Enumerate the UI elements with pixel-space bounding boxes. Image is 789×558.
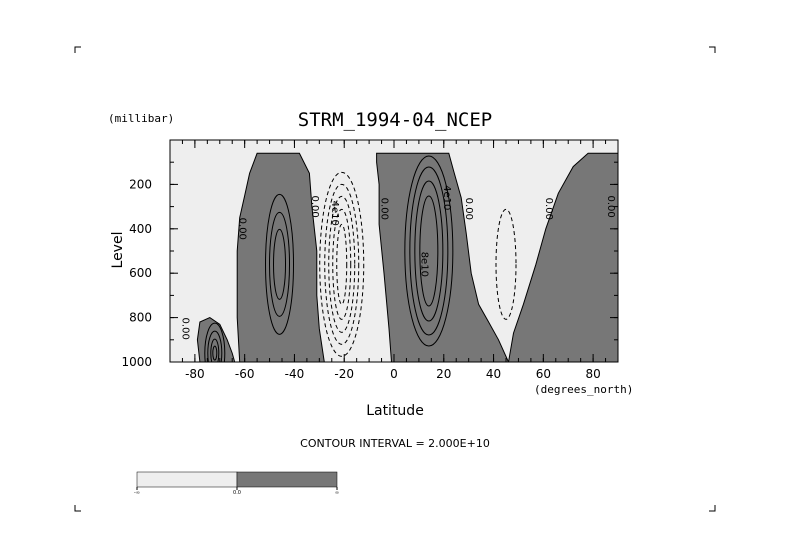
y-tick-label: 400 (129, 222, 152, 236)
x-tick-label: -60 (235, 367, 255, 381)
y-tick-label: 600 (129, 266, 152, 280)
contour-labels: 0.00 0.00 4e10 0.00 4e10 8e10 0.00 0.00 0.00 0.00 (179, 185, 616, 340)
contour-polar-sh (207, 330, 223, 362)
contour-polar-sh (210, 338, 220, 362)
contour-positive-sh (273, 228, 287, 300)
crop-marks (74, 46, 716, 512)
contour-label: 0.00 (379, 198, 390, 220)
chart-title: STRM_1994-04_NCEP (298, 109, 492, 131)
contour-label: 0.00 (179, 318, 190, 340)
contour-negative-nh (495, 208, 517, 320)
positive-region (236, 152, 325, 362)
contour-negative-sh (324, 183, 360, 345)
color-legend: -∞ 0.0 ∞ (134, 471, 339, 496)
contour-positive-tropics (419, 195, 439, 307)
contour-negative-sh (336, 223, 348, 305)
contour-lines (204, 155, 517, 362)
x-tick-label: -20 (334, 367, 354, 381)
contour-positive-tropics (404, 155, 454, 347)
contour-polar-sh (212, 345, 218, 361)
contour-positive-sh (265, 193, 295, 335)
x-tick-label: 60 (536, 367, 551, 381)
x-units-label: (degrees_north) (534, 383, 633, 396)
contour-label: 0.00 (237, 218, 248, 240)
contour-polar-sh (204, 322, 226, 362)
y-tick-label: 200 (129, 177, 152, 191)
x-axis-ticks: -80 -60 -40 -20 0 20 40 60 80 (169, 140, 619, 381)
positive-region (507, 152, 618, 362)
contour-label: 0.00 (309, 195, 320, 217)
contour-negative-sh (332, 208, 352, 320)
legend-label-max: ∞ (335, 490, 339, 496)
contour-label: 4e10 (441, 185, 452, 210)
contour-positive-tropics (409, 166, 449, 336)
legend-label-min: -∞ (134, 490, 140, 496)
x-tick-label: 0 (390, 367, 398, 381)
x-tick-label: -40 (285, 367, 305, 381)
contour-negative-sh (319, 171, 365, 357)
legend-label-zero: 0.0 (233, 490, 241, 496)
x-tick-label: 80 (585, 367, 600, 381)
y-tick-label: 1000 (121, 355, 152, 369)
y-tick-label: 800 (129, 311, 152, 325)
contour-positive-sh (269, 211, 291, 317)
y-axis-ticks: 200 400 600 800 1000 (121, 161, 618, 369)
contour-positive-tropics (414, 180, 444, 322)
y-axis-label: Level (110, 232, 126, 269)
contour-label: 4e10 (329, 201, 340, 226)
contour-label: 8e10 (418, 252, 429, 277)
contour-label: 0.00 (463, 198, 474, 220)
x-tick-label: 40 (486, 367, 501, 381)
y-units-label: (millibar) (108, 112, 174, 125)
contour-interval-label: CONTOUR INTERVAL = 2.000E+10 (300, 437, 490, 450)
contour-negative-sh (328, 195, 356, 333)
contour-label: 0.00 (543, 198, 554, 220)
x-tick-label: -80 (185, 367, 205, 381)
legend-swatch-negative (136, 471, 238, 488)
x-axis-label: Latitude (366, 403, 424, 419)
x-tick-label: 20 (436, 367, 451, 381)
contour-label: 0.00 (605, 195, 616, 217)
legend-swatch-positive (236, 471, 338, 488)
